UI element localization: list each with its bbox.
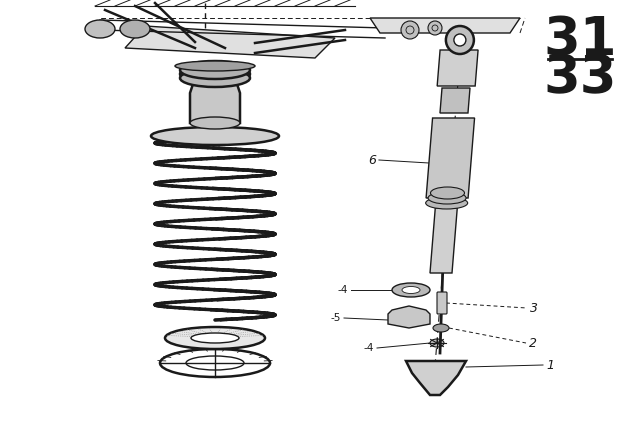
Ellipse shape	[430, 339, 444, 347]
Polygon shape	[430, 208, 457, 273]
Ellipse shape	[190, 117, 240, 129]
Polygon shape	[370, 18, 520, 33]
Ellipse shape	[191, 333, 239, 343]
Polygon shape	[437, 50, 478, 86]
Text: -4: -4	[364, 343, 374, 353]
Circle shape	[454, 34, 466, 46]
Ellipse shape	[151, 127, 279, 145]
Text: 2: 2	[529, 336, 537, 349]
Polygon shape	[125, 26, 335, 58]
Text: 33: 33	[543, 52, 617, 104]
Text: -5: -5	[331, 313, 341, 323]
Circle shape	[401, 21, 419, 39]
Ellipse shape	[433, 324, 449, 332]
Circle shape	[446, 26, 474, 54]
Text: 6: 6	[368, 154, 376, 167]
Text: 3: 3	[530, 302, 538, 314]
Ellipse shape	[402, 287, 420, 293]
Text: 1: 1	[546, 358, 554, 371]
Ellipse shape	[165, 327, 265, 349]
Ellipse shape	[120, 20, 150, 38]
Ellipse shape	[180, 65, 250, 83]
Text: -4: -4	[338, 285, 348, 295]
Circle shape	[428, 21, 442, 35]
Polygon shape	[426, 118, 475, 198]
Polygon shape	[190, 75, 240, 123]
FancyBboxPatch shape	[437, 292, 447, 314]
Ellipse shape	[392, 283, 430, 297]
Text: 31: 31	[543, 14, 617, 66]
Ellipse shape	[175, 61, 255, 71]
Ellipse shape	[180, 69, 250, 87]
Ellipse shape	[426, 197, 468, 209]
Ellipse shape	[431, 187, 465, 199]
Ellipse shape	[428, 192, 466, 204]
Ellipse shape	[180, 61, 250, 79]
Ellipse shape	[85, 20, 115, 38]
Polygon shape	[440, 88, 470, 113]
Polygon shape	[406, 361, 466, 395]
Polygon shape	[388, 306, 430, 328]
